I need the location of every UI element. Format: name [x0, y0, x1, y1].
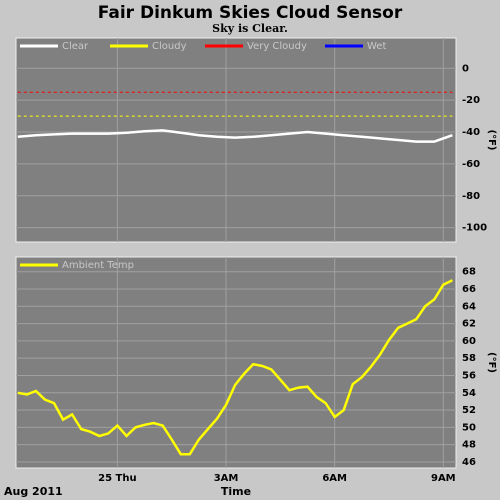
plot-area [15, 37, 457, 243]
y-tick-label: -60 [462, 159, 480, 170]
y-tick-label: 50 [462, 422, 476, 433]
y-tick-label: 60 [462, 336, 476, 347]
legend-label: Very Cloudy [247, 41, 307, 52]
y-axis-label: (°F) [486, 130, 497, 151]
legend-label: Wet [367, 41, 386, 52]
y-tick-label: 52 [462, 405, 476, 416]
y-tick-label: 48 [462, 440, 476, 451]
y-tick-label: 58 [462, 353, 476, 364]
y-tick-label: 0 [462, 63, 469, 74]
plot-area [15, 256, 457, 469]
series-line [17, 279, 453, 456]
y-tick-label: 66 [462, 284, 476, 295]
x-tick-label: 25 Thu [98, 473, 136, 484]
x-axis-label: Time [221, 485, 251, 498]
legend-label: Clear [62, 41, 89, 52]
date-label: Aug 2011 [4, 485, 63, 498]
legend-label: Ambient Temp [62, 260, 134, 271]
y-tick-label: -40 [462, 127, 480, 138]
y-tick-label: -100 [462, 223, 487, 234]
x-tick-label: 6AM [322, 473, 347, 484]
y-tick-label: 54 [462, 388, 476, 399]
x-tick-label: 9AM [431, 473, 456, 484]
y-tick-label: 64 [462, 301, 476, 312]
legend-label: Cloudy [152, 41, 187, 52]
y-tick-label: 68 [462, 267, 476, 278]
title: Fair Dinkum Skies Cloud Sensor [98, 3, 403, 23]
y-tick-label: -20 [462, 95, 480, 106]
x-tick-label: 3AM [214, 473, 239, 484]
subtitle: Sky is Clear. [212, 22, 288, 35]
y-tick-label: -80 [462, 191, 480, 202]
y-tick-label: 62 [462, 319, 476, 330]
series-line [17, 129, 453, 143]
y-tick-label: 46 [462, 457, 476, 468]
y-tick-label: 56 [462, 370, 476, 381]
y-axis-label: (°F) [486, 352, 497, 373]
